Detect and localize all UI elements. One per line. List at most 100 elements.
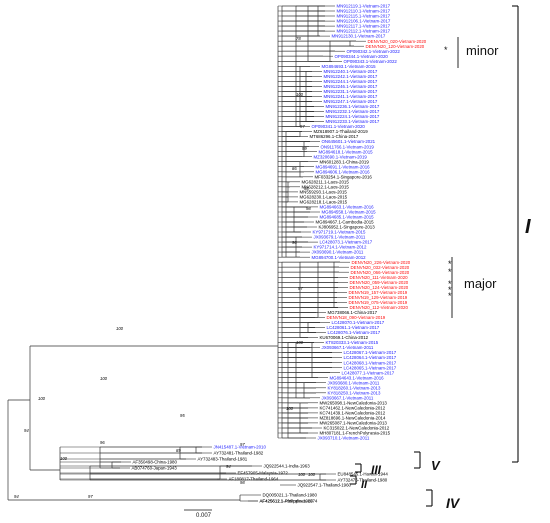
major-clade-label: major	[464, 276, 497, 291]
bootstrap-value: 94	[24, 428, 29, 433]
leaf-label: MG894700.1-Vietnam-2012	[312, 255, 367, 260]
leaf-label: MZ618907.1-Thailand-2019	[314, 129, 369, 134]
bootstrap-value: 89	[176, 448, 181, 453]
leaf-label: MN912233.1-Vietnam-2017	[326, 119, 380, 124]
leaf-label: MN912224.1-Vietnam-2017	[326, 114, 380, 119]
leaf-label: JQ922547.1-Thailand-1960	[298, 483, 352, 488]
leaf-label: MN912240.1-Vietnam-2017	[324, 69, 378, 74]
leaf-label: AF425612.1-Philippines-1974	[260, 499, 318, 504]
bootstrap-value: 95	[180, 413, 185, 418]
leaf-label: DENVN20_032-Vietnam-2020	[351, 265, 410, 270]
leaf-label: MG894618.1-Vietnam-2015	[319, 149, 374, 154]
star-marker: *	[444, 45, 448, 55]
leaf-label: DENVN20_120-Vietnam-2020	[366, 44, 425, 49]
leaf-label: MG628230.1-Laos-2015	[300, 195, 348, 200]
leaf-label: LC428068.1-Vietnam-2017	[344, 360, 397, 365]
leaf-label: LC428073.1-Vietnam-2017	[320, 240, 373, 245]
bootstrap-value: 100	[296, 340, 304, 345]
leaf-label: JX093667.1-Vietnam-2011	[322, 345, 374, 350]
star-marker: *	[448, 279, 452, 289]
leaf-label: JX093710.1-Vietnam-2011	[318, 436, 370, 441]
leaf-label: MG894667.1-Cambodia-2015	[316, 220, 375, 225]
leaf-label: AF180817-Thailand-1964	[229, 477, 279, 482]
bootstrap-value: 100	[100, 376, 108, 381]
bootstrap-value: 100	[60, 456, 68, 461]
leaf-label: JX093690.1-Vietnam-2011	[312, 250, 364, 255]
bootstrap-value: 100	[298, 472, 306, 477]
bootstrap-value: 96	[292, 240, 297, 245]
leaf-label: AB074760-Japan-1943	[132, 466, 178, 471]
leaf-label: JN415487.1-Vietnam-2010	[214, 445, 267, 450]
leaf-label: AY732476-Thailand-1980	[338, 478, 388, 483]
leaf-label: MN912112.1-Vietnam-2017	[337, 29, 391, 34]
star-marker: *	[448, 291, 452, 301]
bootstrap-value: 97	[300, 124, 305, 129]
leaf-label: ON645601.1-Vietnam-2021	[322, 139, 376, 144]
leaf-label: MN912130.1-Vietnam-2017	[332, 34, 386, 39]
minor-clade-label: minor	[466, 43, 499, 58]
leaf-label: DENVN20_124-Vietnam-2020	[350, 285, 409, 290]
leaf-label: MN912117.1-Vietnam-2017	[337, 24, 391, 29]
bootstrap-value: 100	[308, 472, 316, 477]
leaf-label: OP090343.1-Vietnam-2022	[344, 59, 398, 64]
leaf-label: MG894643.1-Vietnam-2016	[330, 375, 385, 380]
leaf-label: JQ922544.1-India-1963	[264, 464, 311, 469]
leaf-label: DENVN19_157-Vietnam-2019	[349, 290, 408, 295]
bootstrap-value: 94	[226, 464, 231, 469]
leaf-label: LC428061.1-Vietnam-2017	[327, 325, 380, 330]
leaf-label: OP090342.1-Vietnam-2022	[347, 49, 401, 54]
leaf-label: MZ818696.1-NewCaledonia-2014	[320, 416, 386, 421]
bootstrap-value: 100	[296, 92, 304, 97]
leaf-label: LC428076.1-Vietnam-2017	[328, 330, 381, 335]
bootstrap-value: 97	[298, 286, 303, 291]
leaf-label: AY732481-Thailand-1982	[214, 451, 264, 456]
bootstrap-value: 98	[306, 206, 311, 211]
leaf-label: JX093679.1-Vietnam-2011	[314, 235, 366, 240]
leaf-label: KY971719.1-Vietnam-2015	[313, 230, 366, 235]
leaf-label: MF033254.1-Singapore-2016	[315, 174, 373, 179]
leaf-label: MN912106.1-Vietnam-2017	[337, 19, 391, 24]
leaf-label: MN912110.1-Vietnam-2017	[337, 9, 391, 14]
leaf-label: MN628212.1-Laos-2015	[302, 184, 350, 189]
leaf-label: DENVN20_226-Vietnam-2020	[352, 260, 411, 265]
leaf-label: KY971714.1-Vietnam-2012	[314, 245, 367, 250]
leaf-label: MG894558.1-Vietnam-2015	[322, 210, 377, 215]
leaf-label: KC741439.1-NewCaledonia-2012	[320, 411, 386, 416]
bootstrap-value: 100	[38, 396, 46, 401]
leaf-label: ON911766.1-Vietnam-2019	[321, 144, 375, 149]
leaf-label: MG894691.1-Vietnam-2016	[316, 164, 371, 169]
bootstrap-value: 100	[286, 406, 294, 411]
leaf-label: DENVN18_090-Vietnam-2019	[327, 315, 386, 320]
leaf-label: KY818250.1-Vietnam-2013	[328, 390, 381, 395]
bootstrap-value: 99	[302, 146, 307, 151]
leaf-label: OP090344.1-Vietnam-2020	[335, 54, 389, 59]
leaf-label: KU670069.1-China-2012	[320, 335, 369, 340]
bootstrap-value: 98	[240, 480, 245, 485]
genotype-V-label: V	[431, 458, 440, 473]
leaf-label: DENVN20_066-Vietnam-2020	[351, 270, 410, 275]
bootstrap-value: 100	[116, 326, 124, 331]
leaf-label: MN601283.1-China-2019	[320, 159, 370, 164]
leaf-label: KJ806952.1-Singapore-2013	[319, 225, 376, 230]
leaf-label: OP090341.1-Vietnam-2020	[312, 124, 366, 129]
leaf-label: JX093680.1-Vietnam-2011	[328, 380, 380, 385]
leaf-label: LC428077.1-Vietnam-2017	[342, 370, 395, 375]
leaf-label: MN912232.1-Vietnam-2017	[326, 109, 380, 114]
leaf-label: MG894606.1-Vietnam-2016	[316, 169, 371, 174]
leaf-label: KC741462.1-NewCaledonia-2012	[320, 406, 386, 411]
star-marker: *	[448, 285, 452, 295]
leaf-label: MZ320690.1-Vietnam-2019	[314, 154, 368, 159]
leaf-label: MW265098.1-NewCaledonia-2013	[320, 400, 388, 405]
leaf-label: MT686296.1-China-2017	[310, 134, 359, 139]
leaf-label: MN912246.1-Vietnam-2017	[324, 84, 378, 89]
leaf-label: EF457905-Malaysia-1972	[238, 471, 289, 476]
leaf-label: MG894685.1-Vietnam-2015	[320, 215, 375, 220]
scale-bar-label: 0.007	[196, 513, 212, 519]
leaf-label: DENVN20_111-Vietnam-2020	[350, 275, 409, 280]
bootstrap-value: 78	[296, 36, 301, 41]
leaf-label: MN559293.1-Laos-2015	[300, 190, 348, 195]
leaf-label: MW265087.1-NewCaledonia-2013	[320, 421, 388, 426]
bootstrap-value: 97	[88, 494, 93, 499]
